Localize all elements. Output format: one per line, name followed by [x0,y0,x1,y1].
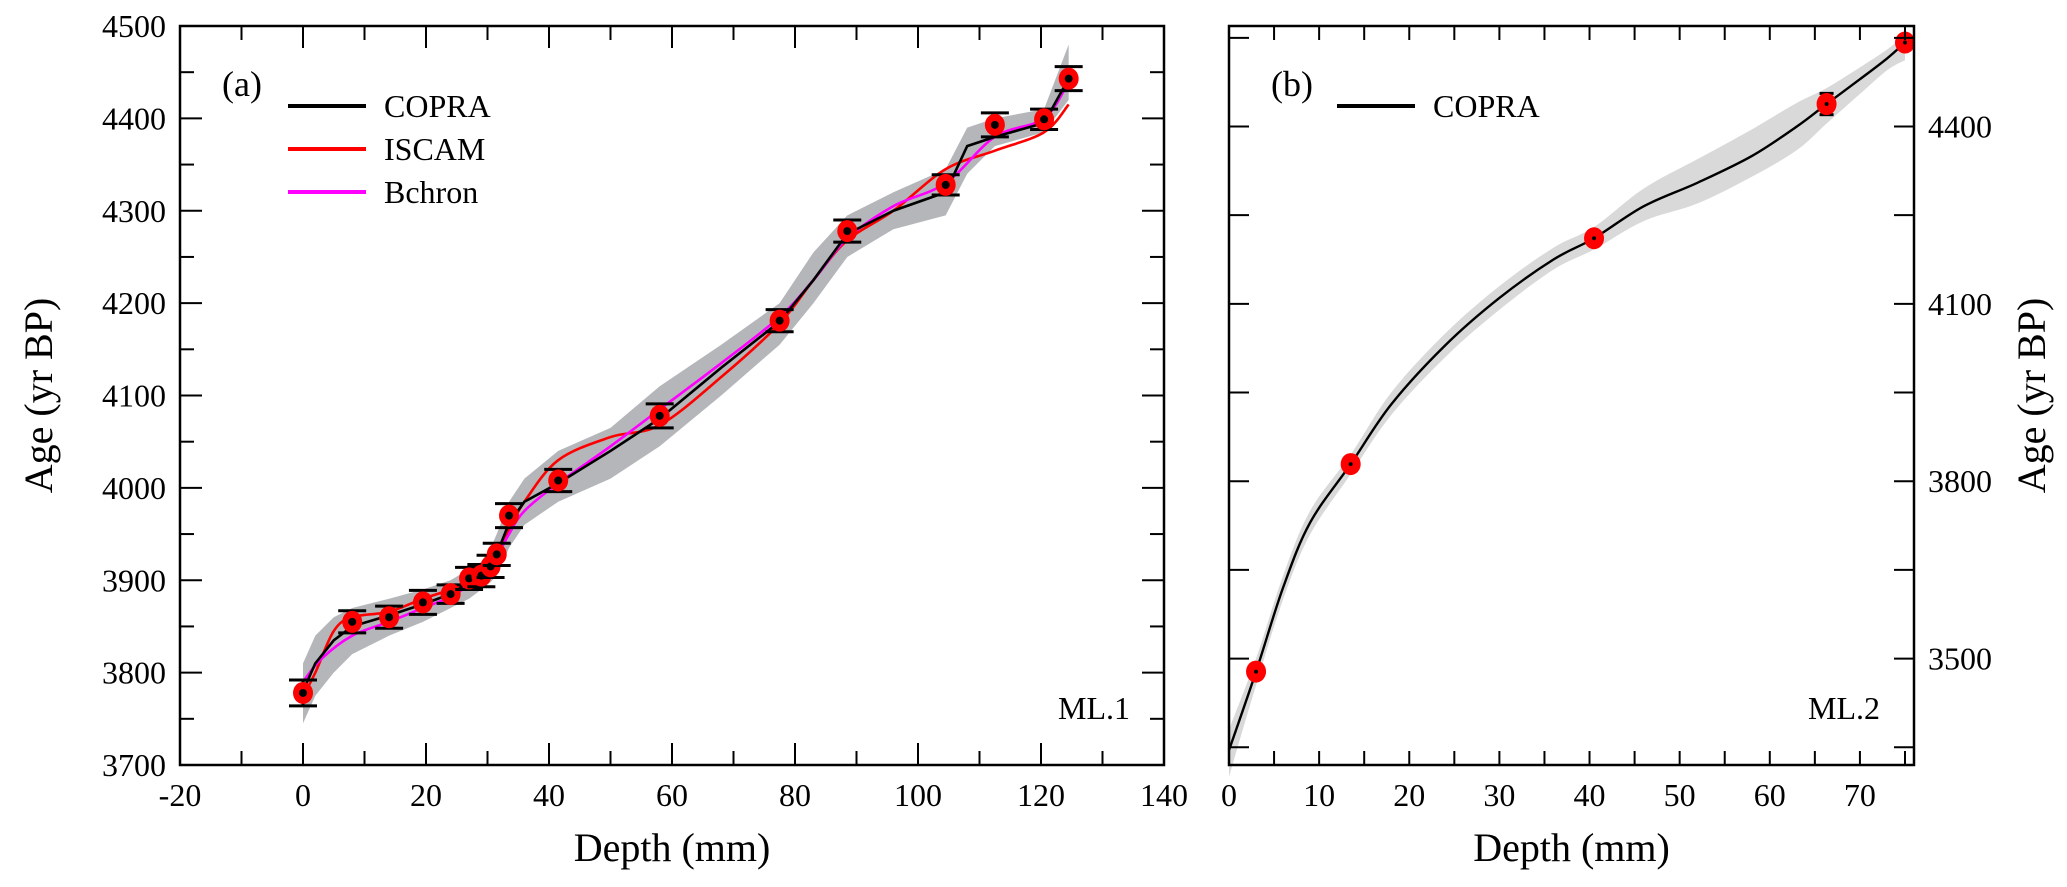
date-point-center [492,550,501,559]
x-tick-label: 0 [295,777,311,813]
y-axis-title: Age (yr BP) [16,298,61,494]
sample-annotation: ML.2 [1808,690,1880,726]
date-point-center [1040,115,1049,124]
date-point-center [1592,236,1597,241]
date-point-center [505,511,514,520]
x-tick-label: 20 [1393,777,1425,813]
y-tick-label: 4300 [102,193,166,229]
panel-b: 0 10 20 30 40 50 60 70 Depth (mm) 3500 3800 4100 440… [1221,24,2054,870]
y-tick-label: 4100 [1928,286,1992,322]
date-point-center [941,180,950,189]
date-point-center [1254,669,1259,674]
y-axis-title: Age (yr BP) [2009,298,2054,494]
plot-frame [1227,24,1916,767]
legend-label-copra: COPRA [1433,88,1540,124]
date-point-center [299,688,307,697]
date-point-center [446,590,455,599]
x-tick-label: 60 [1754,777,1786,813]
x-tick-label: 40 [533,777,565,813]
date-point-center [465,574,474,583]
date-point-center [1902,40,1907,45]
date-point-center [1064,74,1073,83]
y-tick-label: 4400 [102,100,166,136]
date-point-center [1348,462,1353,467]
x-tick-label: 40 [1574,777,1606,813]
y-tick-label: 3500 [1928,641,1992,677]
legend-label-iscam: ISCAM [384,131,485,167]
y-tick-label: 4000 [102,470,166,506]
y-tick-label: 3900 [102,562,166,598]
legend-label-bchron: Bchron [384,174,478,210]
x-tick-label: 30 [1483,777,1515,813]
x-tick-label: 100 [894,777,942,813]
y-tick-label: 3800 [102,655,166,691]
date-point-center [385,613,394,622]
x-tick-label: 120 [1017,777,1065,813]
y-tick-label: 4400 [1928,109,1992,145]
legend-label-copra: COPRA [384,88,491,124]
x-tick-label: 20 [410,777,442,813]
series-line-copra [1227,41,1906,751]
x-tick-label: 10 [1303,777,1335,813]
x-tick-label: 0 [1221,777,1237,813]
y-tick-label: 4200 [102,285,166,321]
date-point-center [348,617,357,626]
panel-a: -20 0 20 40 60 80 100 120 140 Depth (mm) 3700 3800 3… [16,8,1188,870]
x-tick-label: 50 [1664,777,1696,813]
y-tick-label: 3800 [1928,463,1992,499]
panel-label: (b) [1271,64,1313,104]
y-tick-label: 4100 [102,378,166,414]
x-tick-label: 70 [1844,777,1876,813]
date-point-center [843,227,852,236]
date-point-center [655,411,664,420]
date-point-center [990,120,999,129]
date-point-center [775,316,784,325]
x-tick-label: 60 [656,777,688,813]
date-point-center [1824,102,1829,107]
sample-annotation: ML.1 [1058,690,1130,726]
x-axis-title: Depth (mm) [574,825,771,870]
date-point-center [418,598,427,607]
x-tick-label: 80 [779,777,811,813]
x-tick-label: -20 [159,777,202,813]
panel-label: (a) [222,64,262,104]
y-tick-label: 3700 [102,747,166,783]
x-axis-title: Depth (mm) [1473,825,1670,870]
y-tick-label: 4500 [102,8,166,44]
x-tick-label: 140 [1140,777,1188,813]
uncertainty-band [1229,34,1905,777]
date-point-center [554,476,563,485]
